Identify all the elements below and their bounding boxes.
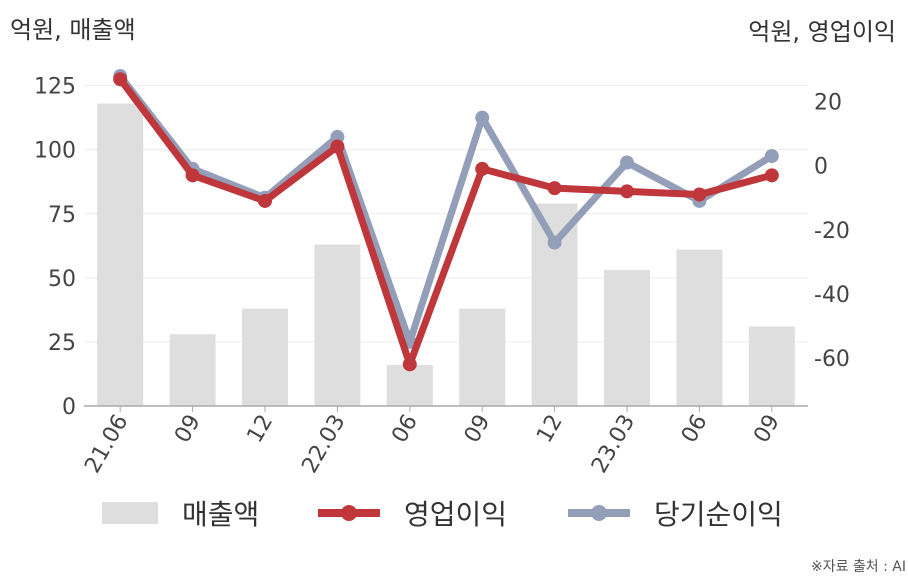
source-note: ※자료 출처 : AI xyxy=(811,559,906,575)
bar-revenue xyxy=(748,326,795,406)
bar-series-revenue xyxy=(97,103,795,406)
x-tick-label: 23.03 xyxy=(587,411,640,478)
legend-label-revenue: 매출액 xyxy=(182,498,259,531)
bar-revenue xyxy=(386,364,433,406)
legend-label-net-income: 당기순이익 xyxy=(654,498,783,531)
right-tick-label: -20 xyxy=(814,219,850,244)
legend: 매출액 영업이익 당기순이익 xyxy=(102,498,783,531)
bar-revenue xyxy=(604,270,650,406)
point-net-income xyxy=(330,129,345,144)
bar-revenue xyxy=(459,308,506,406)
bar-revenue xyxy=(314,244,361,406)
x-tick-label: 22.03 xyxy=(297,411,350,478)
bar-revenue xyxy=(676,249,723,406)
x-tick-label: 09 xyxy=(170,411,206,448)
x-tick-label: 06 xyxy=(677,411,713,448)
left-tick-label: 125 xyxy=(34,75,76,100)
line-net-income xyxy=(116,72,776,346)
left-tick-label: 75 xyxy=(48,203,76,228)
right-tick-label: -40 xyxy=(814,283,850,308)
bar-revenue xyxy=(242,308,288,406)
point-net-income xyxy=(475,110,490,125)
bar-revenue xyxy=(97,103,144,406)
right-tick-label: 0 xyxy=(814,155,828,180)
point-operating-profit xyxy=(475,161,490,176)
point-operating-profit xyxy=(547,181,562,196)
left-tick-label: 50 xyxy=(48,267,76,292)
axes xyxy=(84,405,808,412)
bar-revenue xyxy=(531,203,578,406)
point-operating-profit xyxy=(620,184,634,199)
legend-swatch-net-income xyxy=(568,505,630,521)
left-tick-label: 100 xyxy=(34,139,76,164)
x-tick-label: 21.06 xyxy=(80,411,133,478)
x-tick-label: 12 xyxy=(532,411,568,448)
right-axis-unit-label: 억원, 영업이익 xyxy=(748,18,896,46)
point-operating-profit xyxy=(113,72,128,87)
x-tick-label: 12 xyxy=(243,411,279,448)
legend-swatch-operating-profit xyxy=(318,505,380,521)
line-operating-profit xyxy=(116,75,776,368)
left-tick-label: 0 xyxy=(62,395,76,420)
bar-revenue xyxy=(169,334,216,406)
point-net-income xyxy=(547,235,562,250)
point-operating-profit xyxy=(330,139,345,154)
legend-label-operating-profit: 영업이익 xyxy=(404,498,507,531)
point-operating-profit xyxy=(764,168,779,183)
point-operating-profit xyxy=(258,193,272,208)
point-operating-profit xyxy=(692,187,707,202)
point-operating-profit xyxy=(402,357,417,372)
right-tick-label: -60 xyxy=(814,347,850,372)
point-net-income xyxy=(620,155,634,170)
right-tick-label: 20 xyxy=(814,91,842,116)
x-tick-label: 09 xyxy=(749,411,785,448)
legend-swatch-revenue xyxy=(102,502,158,524)
point-net-income xyxy=(764,149,779,164)
x-tick-label: 06 xyxy=(387,411,423,448)
point-operating-profit xyxy=(185,168,200,183)
line-series xyxy=(113,69,779,372)
left-tick-label: 25 xyxy=(48,331,76,356)
left-axis-unit-label: 억원, 매출액 xyxy=(10,16,136,44)
x-tick-label: 09 xyxy=(460,411,496,448)
